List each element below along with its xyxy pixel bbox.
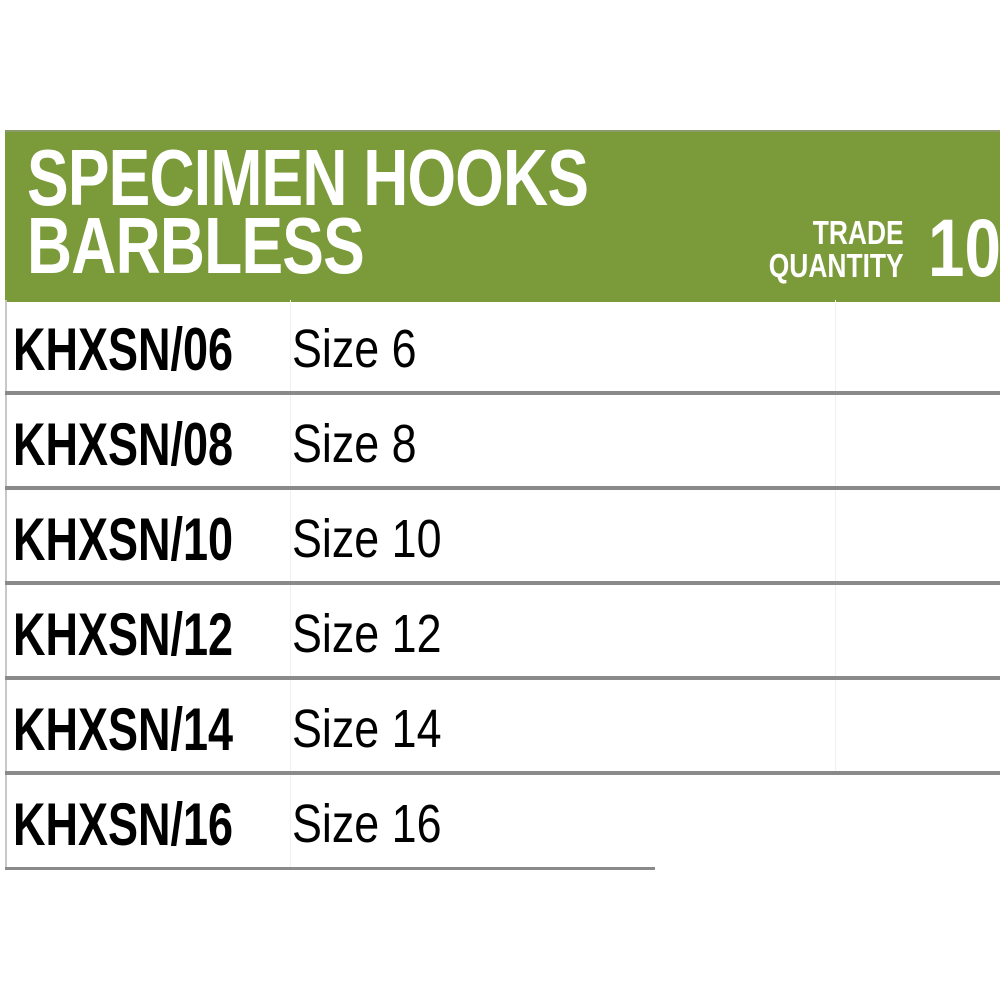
column-divider [290,775,291,867]
trade-label: TRADE [813,214,904,251]
column-divider [290,585,291,676]
quantity-label: QUANTITY [769,247,904,284]
column-divider [290,300,291,391]
table-row: KHXSN/06 Size 6 [5,300,1000,395]
table-row: KHXSN/16 Size 16 [5,775,655,870]
column-divider [290,680,291,771]
trade-quantity-label: TRADE QUANTITY [769,216,904,282]
product-code: KHXSN/16 [13,791,234,858]
title-line-1: SPECIMEN HOOKS [27,133,589,222]
column-divider [290,395,291,486]
title-line-2: BARBLESS [27,201,365,290]
column-divider [290,490,291,581]
product-size: Size 14 [292,699,442,759]
table-row: KHXSN/14 Size 14 [5,680,1000,775]
column-divider [835,300,836,391]
product-size: Size 6 [292,319,417,379]
product-size: Size 8 [292,414,417,474]
column-divider [835,585,836,676]
product-size: Size 16 [292,794,442,854]
column-divider [835,395,836,486]
table-row: KHXSN/08 Size 8 [5,395,1000,490]
product-code: KHXSN/12 [13,601,234,668]
table-row: KHXSN/12 Size 12 [5,585,1000,680]
product-code: KHXSN/10 [13,506,234,573]
product-code: KHXSN/08 [13,411,234,478]
product-size: Size 10 [292,509,442,569]
product-size: Size 12 [292,604,442,664]
column-divider [835,680,836,771]
product-code: KHXSN/06 [13,316,234,383]
trade-quantity-value: 10 [928,203,1000,294]
header-banner [5,130,1000,302]
product-code: KHXSN/14 [13,696,234,763]
table-row: KHXSN/10 Size 10 [5,490,1000,585]
column-divider [835,490,836,581]
